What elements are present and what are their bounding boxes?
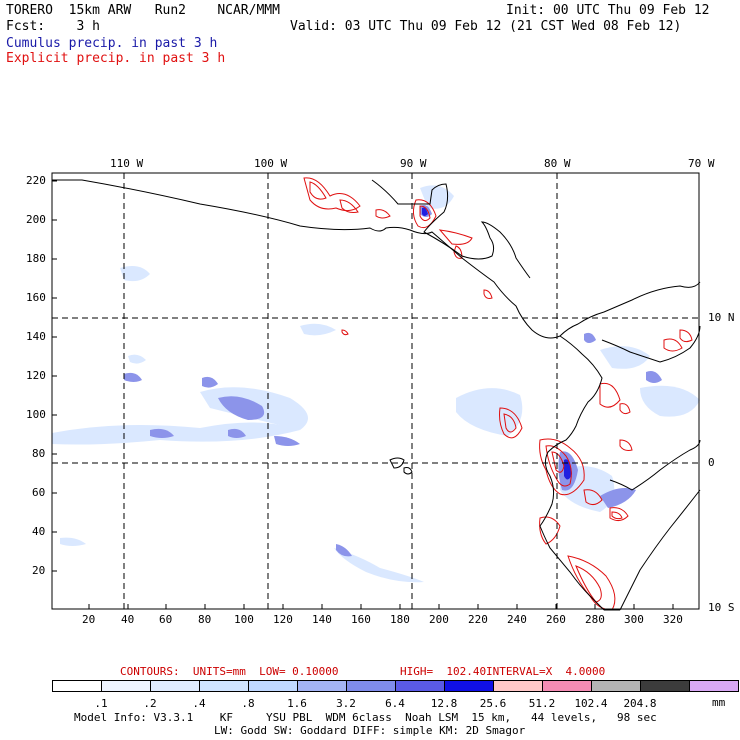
colorbar-unit: mm [712, 696, 726, 709]
colorbar-label: .4 [192, 697, 206, 710]
colorbar-cell [297, 680, 347, 692]
colorbar-label: 1.6 [287, 697, 307, 710]
colorbar-label: 3.2 [336, 697, 356, 710]
coastlines [52, 179, 701, 611]
run-title: TORERO 15km ARW Run2 NCAR/MMM [6, 3, 280, 18]
grid-x-160: 160 [351, 613, 371, 626]
grid-x-280: 280 [585, 613, 605, 626]
init-time: Init: 00 UTC Thu 09 Feb 12 [506, 3, 710, 18]
lon-label-80w: 80 W [544, 157, 571, 170]
grid-x-80: 80 [198, 613, 212, 626]
lon-label-90w: 90 W [400, 157, 427, 170]
lat-label-10s: 10 S [708, 601, 735, 614]
colorbar-cell [346, 680, 396, 692]
colorbar-label: 102.4 [574, 697, 608, 710]
grid-x-140: 140 [312, 613, 332, 626]
grid-y-40: 40 [32, 525, 46, 538]
grid-x-100: 100 [234, 613, 254, 626]
colorbar-label: .1 [94, 697, 108, 710]
colorbar-label: 204.8 [623, 697, 657, 710]
colorbar-cell [248, 680, 298, 692]
colorbar [52, 680, 739, 694]
colorbar-cell [444, 680, 494, 692]
grid-y-220: 220 [26, 174, 46, 187]
colorbar-labels: .1 .2 .4 .8 1.6 3.2 6.4 12.8 25.6 51.2 102.4 204.8 [0, 697, 740, 710]
colorbar-label: .8 [241, 697, 255, 710]
colorbar-label: 12.8 [430, 697, 458, 710]
grid-x-260: 260 [546, 613, 566, 626]
grid-x-20: 20 [82, 613, 96, 626]
grid-x-220: 220 [468, 613, 488, 626]
grid-x-40: 40 [121, 613, 135, 626]
contours-units: CONTOURS: UNITS=mm LOW= 0.10000 [120, 665, 339, 678]
grid-y-80: 80 [32, 447, 46, 460]
grid-y-160: 160 [26, 291, 46, 304]
colorbar-cell [591, 680, 641, 692]
colorbar-cell [493, 680, 543, 692]
lon-label-110w: 110 W [110, 157, 144, 170]
grid-x-60: 60 [159, 613, 173, 626]
colorbar-cell [101, 680, 151, 692]
map-frame [51, 172, 700, 610]
grid-x-200: 200 [429, 613, 449, 626]
model-info: Model Info: V3.3.1 KF YSU PBL WDM 6class… [74, 711, 657, 724]
colorbar-cell [199, 680, 249, 692]
contours-high: HIGH= 102.40 [400, 665, 487, 678]
cumulus-precip-label: Cumulus precip. in past 3 h [6, 36, 218, 51]
grid-y-20: 20 [32, 564, 46, 577]
contours-interval: INTERVAL=X 4.0000 [486, 665, 606, 678]
colorbar-label: 6.4 [385, 697, 405, 710]
lon-label-70w: 70 W [688, 157, 715, 170]
model-physics: LW: Godd SW: Goddard DIFF: simple KM: 2D… [214, 724, 526, 737]
latlon-grid [52, 173, 699, 609]
explicit-precip-label: Explicit precip. in past 3 h [6, 51, 226, 66]
colorbar-label: .2 [143, 697, 157, 710]
lon-label-100w: 100 W [254, 157, 288, 170]
grid-y-120: 120 [26, 369, 46, 382]
grid-x-180: 180 [390, 613, 410, 626]
grid-y-140: 140 [26, 330, 46, 343]
grid-y-180: 180 [26, 252, 46, 265]
colorbar-label: 51.2 [528, 697, 556, 710]
grid-y-60: 60 [32, 486, 46, 499]
grid-x-240: 240 [507, 613, 527, 626]
grid-x-300: 300 [624, 613, 644, 626]
colorbar-cell [542, 680, 592, 692]
colorbar-cell [150, 680, 200, 692]
lat-label-0: 0 [708, 456, 715, 469]
valid-time: Valid: 03 UTC Thu 09 Feb 12 (21 CST Wed … [290, 19, 682, 34]
axis-ticks [52, 180, 674, 609]
grid-y-100: 100 [26, 408, 46, 421]
grid-x-120: 120 [273, 613, 293, 626]
explicit-precip-contours [303, 177, 693, 611]
colorbar-cell [640, 680, 690, 692]
grid-x-320: 320 [663, 613, 683, 626]
lat-label-10n: 10 N [708, 311, 735, 324]
colorbar-label: 25.6 [479, 697, 507, 710]
forecast-hour: Fcst: 3 h [6, 19, 100, 34]
colorbar-cell [395, 680, 445, 692]
grid-y-200: 200 [26, 213, 46, 226]
colorbar-cell [689, 680, 739, 692]
colorbar-cell [52, 680, 102, 692]
